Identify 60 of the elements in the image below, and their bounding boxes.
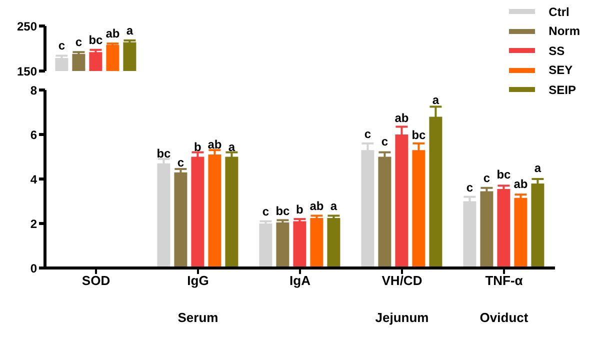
data-label: c	[75, 35, 82, 50]
bar	[174, 172, 188, 268]
data-label: bc	[276, 204, 290, 218]
bar	[293, 221, 306, 268]
legend-label: SEIP	[548, 82, 576, 97]
y-tick-label: 250	[16, 19, 38, 34]
text: Serum	[176, 310, 220, 325]
data-label: ab	[514, 176, 528, 191]
data-label: a	[126, 23, 134, 38]
x-tick-label: TNF-α	[485, 273, 523, 288]
data-label: c	[483, 171, 490, 186]
data-label: a	[432, 92, 440, 107]
bar	[259, 224, 272, 268]
data-label: ab	[106, 26, 120, 41]
bar	[463, 201, 476, 268]
data-label: ab	[310, 198, 324, 213]
text: Oviduct	[478, 310, 530, 325]
data-label: a	[534, 160, 542, 175]
data-label: c	[58, 38, 66, 53]
data-label: c	[262, 204, 270, 219]
bar	[225, 156, 238, 268]
bar	[514, 198, 528, 268]
data-label: c	[381, 134, 388, 148]
data-label: bc	[156, 146, 172, 160]
legend-label: Norm	[548, 24, 580, 38]
legend-label: SEY	[548, 63, 573, 78]
data-label: b	[194, 140, 202, 154]
x-tick-label: IgA	[290, 273, 312, 288]
y-tick-label: 6	[30, 128, 38, 142]
bar	[157, 163, 170, 268]
bar	[310, 218, 324, 268]
x-tick-label: IgG	[187, 273, 209, 288]
data-label: ab	[394, 111, 409, 126]
data-label: c	[466, 180, 474, 194]
bar	[327, 218, 340, 268]
y-tick-label: 150	[16, 64, 38, 78]
bar	[480, 191, 494, 268]
data-label: bc	[412, 128, 426, 142]
data-label: a	[330, 198, 338, 213]
data-label: ab	[208, 138, 222, 152]
legend-label: SS	[548, 44, 565, 58]
bar	[497, 189, 510, 268]
legend-label: Ctrl	[548, 4, 570, 19]
data-label: c	[364, 127, 372, 142]
bar	[191, 156, 204, 268]
bar	[531, 183, 544, 268]
data-label: bc	[88, 32, 104, 47]
data-label: c	[177, 155, 184, 170]
bar	[378, 156, 392, 268]
data-label: bc	[496, 167, 512, 182]
data-label: b	[296, 202, 304, 216]
bar	[276, 222, 290, 268]
y-tick-label: 2	[30, 216, 38, 231]
x-tick-label: SOD	[82, 273, 110, 288]
y-tick-label: 4	[30, 172, 38, 186]
data-label: a	[228, 140, 236, 154]
x-tick-label: VH/CD	[382, 273, 422, 288]
y-tick-label: 0	[30, 261, 38, 276]
y-tick-label: 8	[30, 83, 38, 98]
text: Jejunum	[374, 310, 430, 325]
